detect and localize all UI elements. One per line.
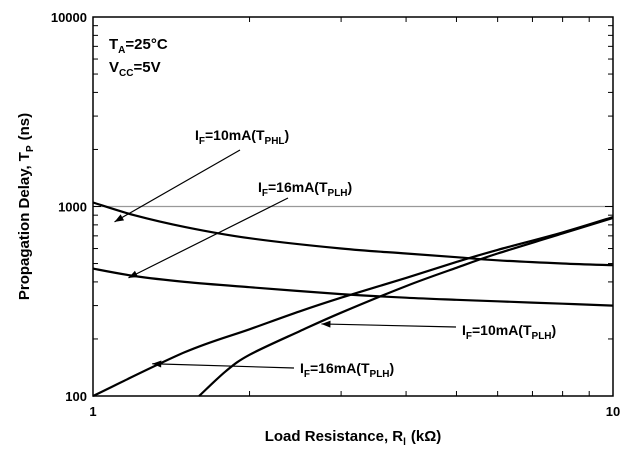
condition-2: VCC=5V (109, 59, 161, 79)
y-tick-label: 1000 (58, 200, 87, 215)
test-conditions: TA=25°C VCC=5V (109, 36, 168, 79)
y-tick-label: 10000 (51, 10, 87, 25)
annotation-1: IF=10mA(TPHL) (114, 127, 289, 223)
leader-line (321, 323, 457, 328)
x-axis-title: Load Resistance, Rl (kΩ) (265, 428, 442, 448)
leader-line (114, 149, 241, 223)
x-tick-label: 1 (89, 404, 96, 419)
series-line-3 (92, 215, 614, 397)
annotation-3: IF=10mA(TPLH) (321, 320, 556, 342)
condition-1: TA=25°C (109, 36, 168, 56)
arrowhead (128, 270, 139, 278)
annotation-label: IF=16mA(TPLH) (258, 179, 352, 199)
y-tick-label: 100 (65, 389, 87, 404)
ticks-layer: 1 10 100 1000 10000 (51, 10, 620, 419)
leader-line (128, 197, 289, 279)
series-line-4 (198, 216, 614, 397)
annotation-2: IF=16mA(TPLH) (128, 179, 352, 279)
leader-line (152, 363, 295, 369)
arrowhead (152, 360, 162, 368)
series-line-2 (92, 267, 614, 307)
arrowhead (114, 214, 125, 222)
annotation-4: IF=16mA(TPLH) (152, 360, 394, 380)
curves-layer (92, 201, 614, 397)
annotation-label: IF=10mA(TPLH) (462, 322, 556, 342)
annotation-layer: IF=10mA(TPHL) IF=16mA(TPLH) IF=10mA(TPLH) I… (114, 127, 556, 380)
series-line-1 (92, 201, 614, 267)
y-axis-title: Propagation Delay, TP(ns) (16, 113, 36, 300)
annotation-label: IF=16mA(TPLH) (300, 360, 394, 380)
annotation-label: IF=10mA(TPHL) (195, 127, 289, 147)
x-tick-label: 10 (606, 404, 620, 419)
arrowhead (321, 320, 331, 328)
